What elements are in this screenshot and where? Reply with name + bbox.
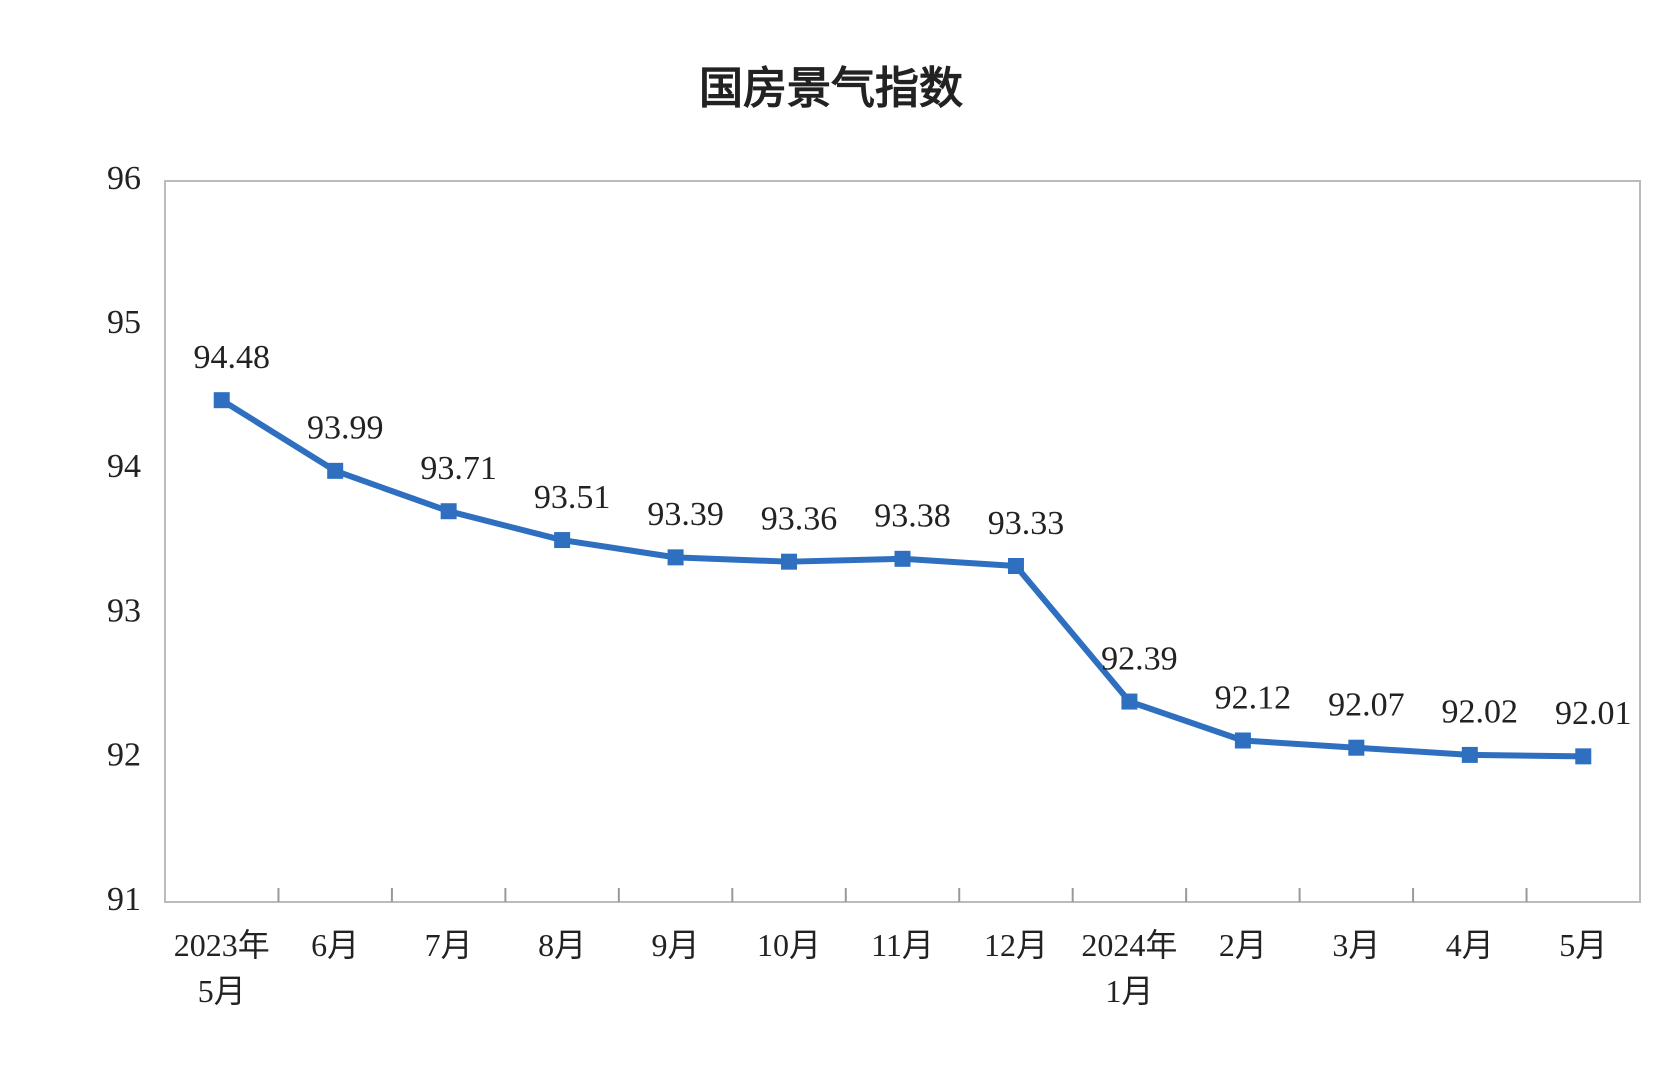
marker: [1575, 748, 1592, 765]
data-label: 92.12: [1215, 679, 1292, 716]
data-label: 93.99: [307, 410, 384, 447]
marker: [781, 553, 798, 570]
data-label: 93.36: [761, 500, 838, 537]
x-tick-label: 10月: [757, 927, 822, 963]
data-label: 92.07: [1328, 687, 1405, 724]
marker: [327, 462, 344, 479]
y-tick-label: 91: [107, 881, 141, 918]
data-label: 92.39: [1101, 640, 1178, 677]
x-tick-label: 2023年 5月: [173, 927, 270, 1009]
x-tick-label: 8月: [538, 927, 587, 963]
marker: [213, 392, 230, 409]
marker: [1461, 746, 1478, 763]
data-label: 92.02: [1442, 694, 1519, 731]
marker: [667, 549, 684, 566]
data-label: 93.71: [420, 450, 497, 487]
x-tick-label: 6月: [311, 927, 360, 963]
x-tick-label: 7月: [424, 927, 473, 963]
data-label: 93.51: [534, 479, 611, 516]
marker: [894, 550, 911, 567]
marker: [1348, 739, 1365, 756]
x-tick-label: 9月: [651, 927, 700, 963]
y-tick-label: 92: [107, 737, 141, 774]
chart-title: 国房景气指数: [699, 63, 963, 114]
data-label: 93.39: [647, 496, 724, 533]
data-label: 94.48: [193, 339, 270, 376]
y-tick-label: 96: [107, 160, 141, 197]
y-tick-label: 95: [107, 304, 141, 341]
x-tick-label: 2月: [1218, 927, 1267, 963]
y-tick-label: 94: [107, 448, 141, 485]
x-tick-label: 3月: [1332, 927, 1381, 963]
x-tick-label: 11月: [871, 927, 934, 963]
data-label: 92.01: [1555, 695, 1632, 732]
marker: [1121, 693, 1138, 710]
marker: [1234, 732, 1251, 749]
marker: [1007, 558, 1024, 575]
x-tick-label: 5月: [1559, 927, 1608, 963]
data-label: 93.38: [874, 498, 951, 535]
x-tick-label: 4月: [1445, 927, 1494, 963]
marker: [554, 532, 571, 549]
y-tick-label: 93: [107, 592, 141, 629]
marker: [440, 503, 457, 520]
data-label: 93.33: [988, 505, 1065, 542]
plot-frame: [164, 180, 1641, 903]
x-tick-label: 12月: [983, 927, 1048, 963]
x-tick-label: 2024年 1月: [1081, 927, 1178, 1009]
